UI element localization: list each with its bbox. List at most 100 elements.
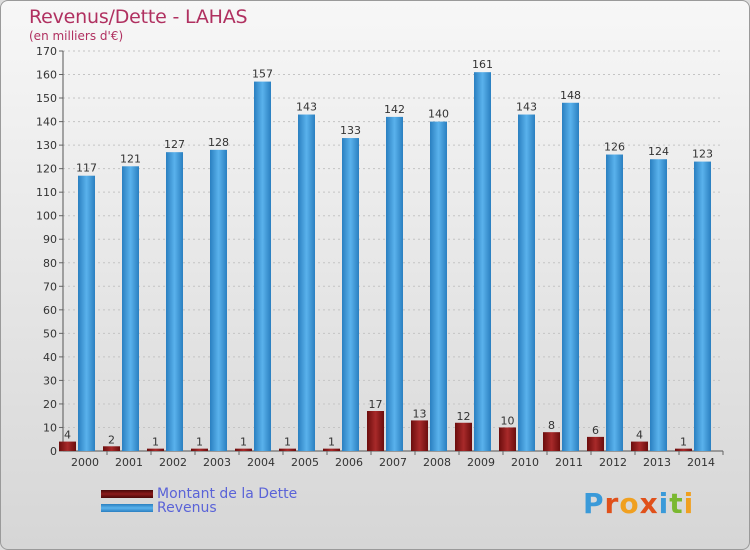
data-label-revenus: 161 <box>472 58 493 71</box>
bar-dette <box>279 448 296 451</box>
data-label-revenus: 123 <box>692 148 713 161</box>
legend-item-revenus: Revenus <box>101 500 297 516</box>
chart-subtitle: (en milliers d'€) <box>29 29 124 43</box>
data-label-revenus: 148 <box>560 89 581 102</box>
data-label-dette: 1 <box>680 436 687 449</box>
legend-label-dette: Montant de la Dette <box>157 486 298 502</box>
bar-revenus <box>166 152 183 452</box>
x-tick-label: 2007 <box>379 456 407 469</box>
bar-dette <box>587 436 604 451</box>
data-label-dette: 8 <box>548 419 555 432</box>
proxiti-logo: Proxiti <box>583 487 695 520</box>
data-label-dette: 1 <box>240 436 247 449</box>
data-label-revenus: 133 <box>340 124 361 137</box>
bar-dette <box>499 427 516 451</box>
y-tick-label: 50 <box>43 327 57 340</box>
y-tick-label: 30 <box>43 374 57 387</box>
y-tick-label: 10 <box>43 421 57 434</box>
bar-revenus <box>430 121 447 452</box>
x-tick-label: 2014 <box>687 456 715 469</box>
chart-legend: Montant de la Dette Revenus <box>101 486 298 516</box>
bar-revenus <box>298 114 315 451</box>
data-label-revenus: 124 <box>648 145 669 158</box>
y-tick-label: 100 <box>36 210 57 223</box>
bar-dette <box>543 432 560 451</box>
bar-revenus <box>78 175 95 452</box>
data-label-dette: 1 <box>196 436 203 449</box>
bar-dette <box>323 448 340 451</box>
data-label-revenus: 143 <box>516 101 537 114</box>
bar-dette <box>455 422 472 451</box>
x-tick-label: 2008 <box>423 456 451 469</box>
bar-dette <box>367 411 384 451</box>
x-tick-label: 2000 <box>71 456 99 469</box>
data-label-dette: 4 <box>636 429 643 442</box>
bar-revenus <box>694 161 711 451</box>
bar-revenus <box>650 159 667 451</box>
chart-title: Revenus/Dette - LAHAS <box>29 6 248 28</box>
y-tick-label: 170 <box>36 45 57 58</box>
y-tick-label: 60 <box>43 304 57 317</box>
data-label-dette: 10 <box>501 414 515 427</box>
data-label-revenus: 126 <box>604 141 625 154</box>
legend-swatch-revenus <box>101 504 153 512</box>
bar-dette <box>103 446 120 451</box>
y-tick-label: 110 <box>36 186 57 199</box>
legend-label-revenus: Revenus <box>157 500 217 516</box>
bar-dette <box>147 448 164 451</box>
y-tick-label: 80 <box>43 257 57 270</box>
x-tick-label: 2011 <box>555 456 583 469</box>
bar-revenus <box>518 114 535 451</box>
bar-revenus <box>210 149 227 451</box>
y-tick-label: 160 <box>36 69 57 82</box>
y-tick-label: 0 <box>50 445 57 458</box>
y-tick-label: 150 <box>36 92 57 105</box>
x-tick-label: 2001 <box>115 456 143 469</box>
bar-dette <box>675 448 692 451</box>
data-label-revenus: 127 <box>164 138 185 151</box>
data-label-revenus: 157 <box>252 68 273 81</box>
data-label-revenus: 142 <box>384 103 405 116</box>
y-tick-label: 20 <box>43 398 57 411</box>
data-label-revenus: 128 <box>208 136 229 149</box>
x-tick-label: 2012 <box>599 456 627 469</box>
data-label-dette: 1 <box>152 436 159 449</box>
y-tick-label: 130 <box>36 139 57 152</box>
y-tick-label: 120 <box>36 163 57 176</box>
y-tick-label: 140 <box>36 116 57 129</box>
data-label-dette: 1 <box>328 436 335 449</box>
bar-revenus <box>606 154 623 451</box>
legend-swatch-dette <box>101 490 153 498</box>
x-tick-label: 2004 <box>247 456 275 469</box>
data-label-dette: 2 <box>108 433 115 446</box>
x-tick-label: 2010 <box>511 456 539 469</box>
bar-revenus <box>562 102 579 451</box>
bar-revenus <box>254 81 271 452</box>
x-tick-label: 2009 <box>467 456 495 469</box>
data-label-dette: 12 <box>457 410 471 423</box>
bar-revenus <box>386 116 403 451</box>
data-label-revenus: 117 <box>76 162 97 175</box>
data-label-revenus: 140 <box>428 108 449 121</box>
data-label-dette: 17 <box>369 398 383 411</box>
x-tick-label: 2005 <box>291 456 319 469</box>
data-label-revenus: 121 <box>120 152 141 165</box>
bar-revenus <box>474 72 491 452</box>
x-tick-label: 2013 <box>643 456 671 469</box>
x-tick-label: 2003 <box>203 456 231 469</box>
y-tick-label: 90 <box>43 233 57 246</box>
bar-revenus <box>342 138 359 451</box>
bar-dette <box>235 448 252 451</box>
bar-dette <box>631 441 648 451</box>
data-label-dette: 13 <box>413 407 427 420</box>
data-label-dette: 4 <box>64 429 71 442</box>
data-label-dette: 6 <box>592 424 599 437</box>
bar-dette <box>59 441 76 451</box>
x-tick-label: 2006 <box>335 456 363 469</box>
bar-dette <box>411 420 428 451</box>
y-tick-label: 70 <box>43 280 57 293</box>
x-tick-label: 2002 <box>159 456 187 469</box>
y-tick-label: 40 <box>43 351 57 364</box>
